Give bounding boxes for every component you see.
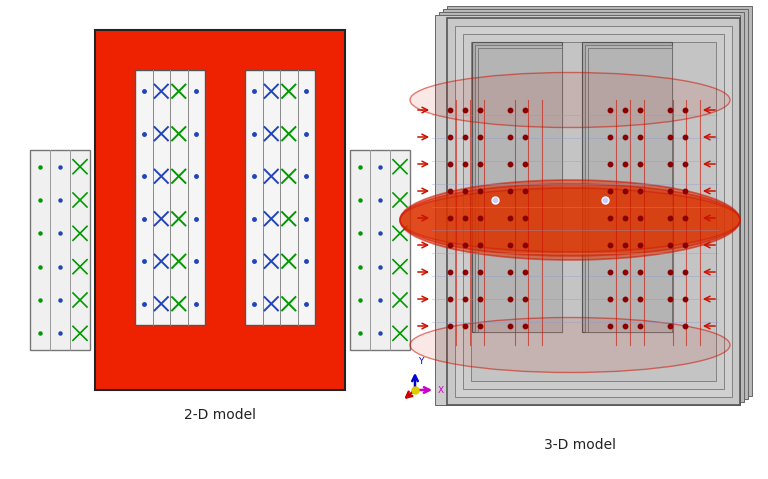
Ellipse shape [400,180,740,260]
Ellipse shape [400,188,740,252]
Bar [471,42,716,381]
Bar [245,70,315,325]
Ellipse shape [410,72,730,127]
Text: X: X [438,386,444,395]
Bar [439,12,744,402]
Text: Y: Y [418,357,423,366]
Bar [443,9,748,399]
Bar [463,34,724,389]
Bar [30,150,90,350]
Text: 2-D model: 2-D model [184,408,256,422]
Bar [350,150,410,350]
Bar [585,45,672,332]
Text: 3-D model: 3-D model [544,438,616,452]
Bar [588,48,672,332]
Bar [95,30,345,390]
Ellipse shape [410,318,730,373]
Bar [475,45,562,332]
Bar [582,42,672,332]
Bar [472,42,562,332]
Bar [435,15,740,405]
Bar [447,6,752,396]
Bar [455,26,732,397]
Bar [135,70,205,325]
Ellipse shape [400,184,740,256]
Bar [447,18,740,405]
Bar [478,48,562,332]
